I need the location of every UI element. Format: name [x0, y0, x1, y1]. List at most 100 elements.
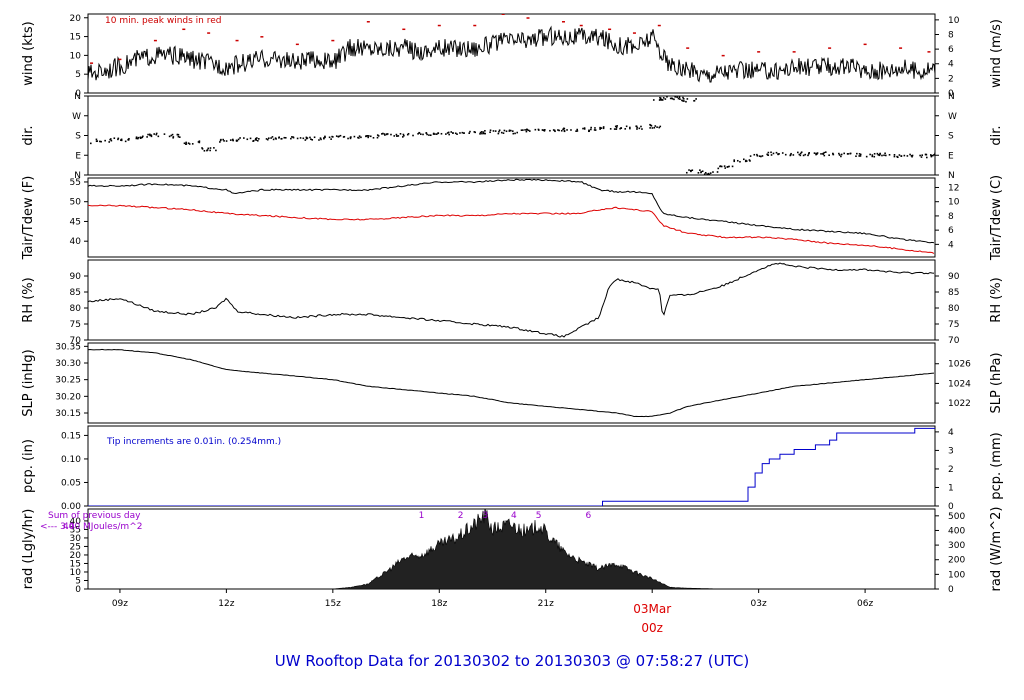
dir-point [712, 174, 715, 175]
dir-point [139, 137, 142, 139]
dir-point [824, 151, 827, 153]
dir-point [590, 126, 592, 129]
dir-point [110, 139, 113, 142]
dir-point [306, 137, 309, 139]
dir-point [934, 152, 935, 155]
dir-point [510, 129, 512, 132]
x-day-label: 03Mar [633, 602, 671, 616]
dir-point [865, 155, 868, 158]
dir-point [358, 135, 361, 137]
rad-annotation-line-2: <--- 3.40 MJoules/m^2 [40, 522, 142, 532]
dir-point [660, 97, 662, 100]
dir-point [660, 99, 663, 101]
slp-left-tick-label: 30.20 [55, 392, 81, 402]
dir-point [552, 129, 555, 131]
dir-left-tick-label: S [75, 132, 81, 142]
dir-point [756, 154, 759, 157]
wind-peak-point [579, 24, 583, 27]
dir-point [376, 136, 379, 139]
dir-point [489, 129, 492, 132]
dir-point [360, 136, 362, 139]
dir-point [638, 127, 641, 130]
dir-point [459, 132, 461, 134]
rh-left-tick-label: 70 [70, 336, 82, 346]
wind-right-tick-label: 0 [948, 89, 954, 99]
dir-point [682, 96, 684, 99]
dir-right-tick-label: W [948, 112, 957, 122]
dir-point [386, 133, 389, 135]
rad-left-tick-label: 15 [70, 559, 81, 569]
dir-point [613, 128, 616, 130]
dir-point [921, 154, 924, 156]
temp-left-tick-label: 40 [70, 237, 82, 247]
dir-point [403, 134, 405, 137]
rh-right-tick-label: 70 [948, 336, 960, 346]
dir-point [662, 97, 665, 99]
dir-left-axis-title: dir. [21, 125, 36, 145]
dir-point [792, 154, 795, 156]
dir-point [679, 98, 681, 100]
wind-right-tick-label: 4 [948, 60, 954, 70]
dir-point [588, 130, 591, 132]
dir-point [910, 155, 913, 157]
pcp-panel: 0.00 0.05 0.10 0.15 0 1 2 3 4 pcp. (in) pcp. (mm) T… [21, 425, 1004, 512]
dir-point [177, 133, 180, 136]
dir-point [590, 128, 592, 131]
wind-peak-point [473, 24, 477, 27]
dir-point [198, 140, 201, 142]
dir-point [560, 129, 563, 132]
dir-point [239, 137, 241, 139]
temp-left-tick-label: 50 [70, 198, 82, 208]
temp-right-tick-label: 4 [948, 240, 954, 250]
dir-point [840, 153, 843, 156]
dir-point [873, 155, 876, 158]
dir-left-tick-label: N [74, 92, 81, 102]
dir-point [686, 98, 689, 100]
dir-point [703, 173, 706, 175]
dir-point [203, 149, 206, 152]
dir-point [649, 123, 651, 126]
dir-point [911, 155, 913, 158]
dir-point [673, 98, 675, 101]
dir-point [275, 138, 277, 140]
dir-point [712, 171, 714, 173]
dir-point [272, 138, 275, 141]
dir-point [428, 134, 430, 136]
dir-point [469, 130, 471, 133]
wind-left-tick-label: 0 [75, 89, 81, 99]
dir-point [671, 97, 674, 100]
dir-point [726, 166, 729, 168]
dir-point [337, 135, 340, 138]
dir-point [600, 127, 603, 129]
rh-left-tick-label: 85 [70, 288, 81, 298]
dir-point [448, 133, 450, 136]
dir-point [280, 137, 283, 140]
dir-point [313, 136, 316, 139]
dir-point [582, 127, 584, 130]
dir-point [265, 138, 268, 140]
dir-point [324, 136, 326, 139]
dir-point [615, 126, 618, 129]
dir-point [537, 128, 540, 131]
dir-point [717, 167, 720, 170]
dir-point [583, 128, 586, 130]
dir-point [640, 125, 642, 128]
dir-right-axis-title: dir. [989, 125, 1004, 145]
dir-point [474, 131, 476, 134]
dir-point [749, 155, 752, 157]
dir-point [155, 132, 158, 135]
pcp-right-axis-title: pcp. (mm) [989, 432, 1004, 499]
dir-point [736, 159, 739, 162]
dir-point [576, 128, 578, 131]
dir-point [284, 136, 287, 139]
dir-point [120, 139, 122, 141]
wind-peak-point [792, 51, 796, 53]
rad-area [88, 509, 935, 589]
dir-point [925, 153, 928, 156]
temp-right-tick-label: 10 [948, 198, 960, 208]
dir-point [437, 132, 440, 135]
dir-point [417, 132, 419, 135]
dir-point [733, 159, 736, 161]
dir-point [232, 138, 234, 141]
